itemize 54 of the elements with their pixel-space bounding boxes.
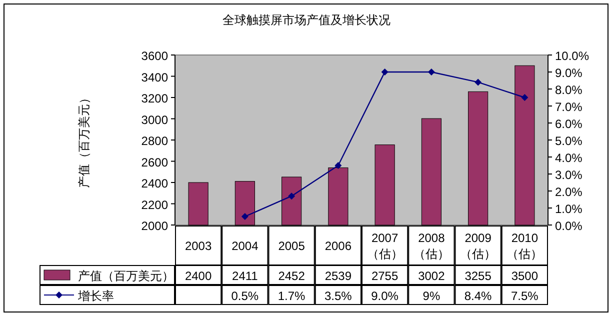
- x-tick-label: 2008（估）: [413, 231, 450, 261]
- data-label: 3002: [418, 269, 446, 283]
- y2-tick-label: 10.0%: [555, 49, 590, 63]
- y-tick-label: 3200: [141, 92, 168, 106]
- y2-tick-label: 5.0%: [555, 134, 583, 148]
- y2-tick-label: 2.0%: [555, 185, 583, 199]
- point: [474, 78, 482, 86]
- y2-tick-label: 1.0%: [555, 202, 583, 216]
- y-axis-title: 产值（百万美元）: [77, 92, 91, 188]
- y-tick-label: 2600: [141, 155, 168, 170]
- legend-label: 产值（百万美元）: [78, 269, 174, 283]
- chart-title: 全球触摸屏市场产值及增长状况: [222, 13, 390, 27]
- data-label: 0.5%: [231, 289, 259, 303]
- x-tick-label: 2004: [232, 239, 259, 253]
- y-tick-label: 2200: [141, 198, 168, 212]
- x-tick-label: 2003: [184, 239, 212, 253]
- x-tick-label: 2005: [278, 239, 306, 253]
- y2-tick-label: 9.0%: [555, 66, 583, 80]
- y-tick-label: 3000: [141, 112, 168, 127]
- point: [381, 68, 388, 76]
- legend-label: 增长率: [77, 289, 114, 303]
- point: [241, 213, 248, 220]
- point: [288, 192, 296, 200]
- data-label: 3255: [464, 269, 492, 283]
- data-label: 2400: [184, 269, 212, 283]
- data-label: 8.4%: [464, 289, 492, 303]
- y2-tick-label: 7.0%: [555, 100, 583, 114]
- x-tick-label: 2009（估）: [460, 231, 496, 261]
- point: [428, 68, 435, 76]
- data-label: 1.7%: [278, 289, 306, 303]
- y-tick-label: 3600: [141, 49, 168, 63]
- y-tick-label: 2000: [141, 219, 168, 233]
- data-label: 9%: [422, 289, 440, 303]
- point: [521, 94, 528, 101]
- data-label: 7.5%: [511, 289, 539, 303]
- data-label: 2755: [371, 269, 398, 283]
- data-label: 2539: [324, 269, 352, 283]
- y2-tick-label: 4.0%: [555, 151, 583, 165]
- data-label: 2411: [232, 269, 258, 283]
- x-tick-label: 2007（估）: [366, 231, 403, 261]
- data-label: 2452: [278, 269, 306, 283]
- y2-tick-label: 0.0%: [555, 219, 583, 233]
- y2-tick-label: 6.0%: [555, 117, 583, 131]
- data-label: 3500: [511, 269, 538, 283]
- data-label: 3.5%: [324, 289, 352, 303]
- y2-tick-label: 3.0%: [555, 168, 583, 182]
- y-tick-label: 2400: [141, 176, 168, 190]
- y-tick-label: 3400: [141, 70, 168, 84]
- data-label: 9.0%: [371, 289, 399, 303]
- x-tick-label: 2006: [324, 239, 352, 253]
- y2-tick-label: 8.0%: [555, 83, 583, 97]
- x-tick-label: 2010（估）: [506, 231, 543, 261]
- point: [334, 162, 342, 169]
- y-tick-label: 2800: [141, 134, 168, 148]
